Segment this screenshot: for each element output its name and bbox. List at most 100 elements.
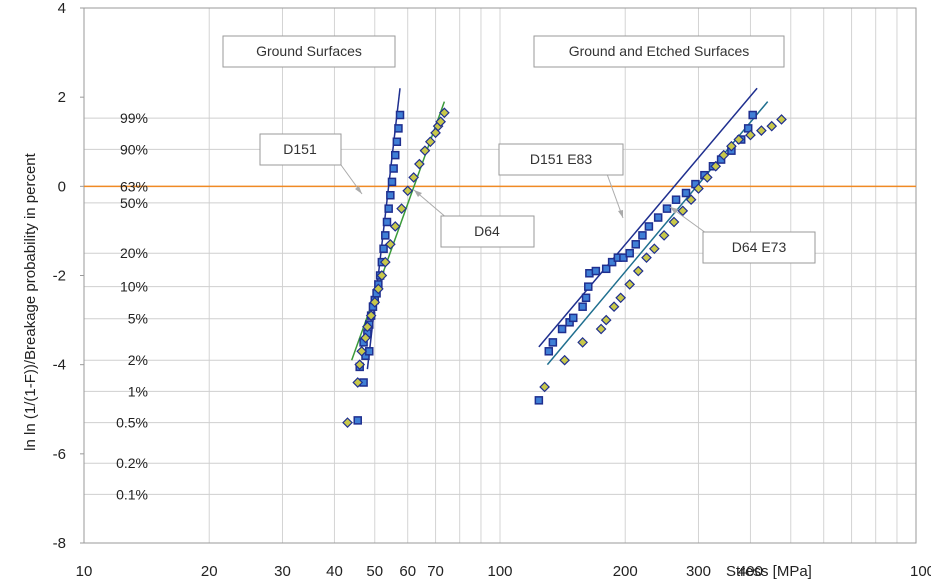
data-point-d64 — [369, 296, 381, 308]
data-point-d151-e83 — [644, 222, 654, 231]
x-tick-label: 50 — [366, 563, 383, 580]
probability-tick-labels: 99% 90% 63%50% 20% 10% 5% 2% 1% 0.5% 0.2% 0.1% — [116, 110, 148, 502]
data-point-d64-e73 — [745, 129, 756, 141]
annotation-d64: D64 — [413, 189, 535, 248]
x-tick-label: 10 — [76, 563, 93, 580]
data-point-d64-e73 — [658, 230, 670, 241]
data-point-d64-e73 — [756, 125, 767, 136]
y-tick-label: 2 — [58, 89, 66, 106]
data-point-d151 — [387, 177, 397, 187]
data-point-d151-e83 — [743, 124, 753, 133]
y-tick-label: -8 — [53, 535, 66, 552]
data-point-d151 — [389, 164, 398, 173]
x-tick-label: 1000 — [910, 563, 931, 580]
data-point-d64 — [342, 417, 353, 428]
data-point-d64 — [384, 238, 396, 250]
data-point-d151-e83 — [681, 188, 691, 198]
probability-tick-label: 20% — [120, 245, 148, 261]
data-point-d64-e73 — [766, 120, 778, 132]
data-point-d151 — [386, 191, 395, 200]
data-point-d151-e83 — [591, 266, 601, 276]
probability-tick-label: 0.2% — [116, 455, 148, 471]
data-point-d64-e73 — [701, 172, 713, 183]
data-point-d151 — [390, 150, 400, 160]
data-point-d64-e73 — [632, 265, 644, 277]
x-tick-label: 100 — [487, 563, 512, 580]
annotation-d151-e83: D151 E83 — [498, 143, 624, 219]
probability-tick-label: 1% — [128, 383, 148, 399]
data-point-d64 — [360, 332, 371, 344]
data-point-d64-e73 — [641, 252, 652, 264]
data-point-d151-e83 — [625, 248, 634, 258]
x-tick-label: 200 — [613, 563, 638, 580]
probability-tick-label: 63% — [120, 178, 148, 194]
data-point-d64-e73 — [726, 140, 737, 152]
data-point-d64-e73 — [539, 381, 550, 393]
data-point-d64 — [352, 377, 364, 388]
plot-frame — [83, 7, 917, 544]
probability-tick-label: 2% — [128, 352, 148, 368]
data-point-d151-e83 — [569, 313, 578, 323]
data-point-d64 — [408, 172, 419, 183]
x-axis-unit-label: Stress [MPa] — [726, 563, 812, 580]
probability-tick-label: 99% — [120, 110, 148, 126]
data-point-d151-e83 — [631, 240, 641, 249]
annotation-d64-e73: D64 E73 — [669, 206, 816, 264]
data-point-d64-e73 — [776, 114, 787, 125]
x-tick-label: 400 — [738, 563, 763, 580]
data-point-d151-e83 — [578, 302, 587, 311]
data-point-d64-e73 — [685, 194, 697, 206]
data-point-d64-e73 — [733, 134, 745, 145]
y-tick-label: 0 — [58, 178, 66, 195]
probability-tick-label: 10% — [120, 279, 148, 295]
annotation-d151-e83-text: D151 E83 — [530, 151, 592, 167]
data-point-d151 — [381, 231, 390, 240]
data-point-d64-e73 — [649, 243, 660, 255]
data-point-d64-e73 — [577, 337, 588, 348]
data-point-d64 — [362, 321, 373, 333]
group-label-etched-text: Ground and Etched Surfaces — [569, 43, 750, 59]
probability-tick-label: 5% — [128, 311, 148, 327]
y-axis-label: ln ln (1/(1-F))/Breakage probability in … — [22, 152, 39, 450]
data-point-d64-e73 — [718, 149, 730, 161]
data-point-d64-e73 — [624, 279, 636, 290]
data-point-d151-e83 — [671, 195, 681, 204]
data-point-d64-e73 — [608, 301, 620, 313]
data-point-d151-e83 — [601, 264, 611, 274]
data-point-d151 — [379, 244, 388, 253]
group-label-etched: Ground and Etched Surfaces — [533, 35, 785, 68]
data-point-d64-e73 — [559, 354, 570, 366]
data-point-d64-e73 — [710, 160, 722, 172]
x-tick-label: 70 — [427, 563, 444, 580]
data-point-d151-e83 — [607, 257, 617, 267]
data-point-d151-e83 — [638, 231, 647, 240]
data-point-d64 — [402, 185, 414, 197]
data-point-d64 — [419, 145, 431, 157]
data-point-d151 — [394, 124, 403, 133]
data-point-d64 — [424, 136, 436, 148]
fit-line-d151-e83 — [538, 87, 758, 348]
group-label-ground: Ground Surfaces — [222, 35, 396, 68]
data-point-d64-e73 — [595, 323, 607, 335]
data-point-d151 — [392, 137, 402, 146]
y-tick-label: 4 — [58, 0, 66, 17]
data-point-d151 — [395, 110, 405, 120]
data-point-d151-e83 — [557, 324, 567, 334]
data-point-d64 — [379, 256, 391, 268]
data-point-d151-e83 — [662, 204, 672, 213]
data-point-d64 — [439, 107, 450, 119]
probability-tick-label: 0.5% — [116, 415, 148, 431]
data-point-d151 — [384, 204, 393, 213]
data-point-d64 — [414, 158, 425, 170]
y-tick-labels: -8 -6 -4 -2 0 2 4 — [53, 0, 66, 552]
data-point-d64 — [356, 345, 368, 357]
probability-tick-label: 0.1% — [116, 486, 148, 502]
data-point-d64 — [376, 270, 388, 281]
annotation-d64-text: D64 — [474, 223, 500, 239]
data-point-d64-e73 — [615, 292, 627, 304]
y-tick-label: -2 — [53, 268, 66, 285]
data-point-d151-e83 — [534, 396, 544, 405]
data-point-d151 — [353, 416, 362, 425]
